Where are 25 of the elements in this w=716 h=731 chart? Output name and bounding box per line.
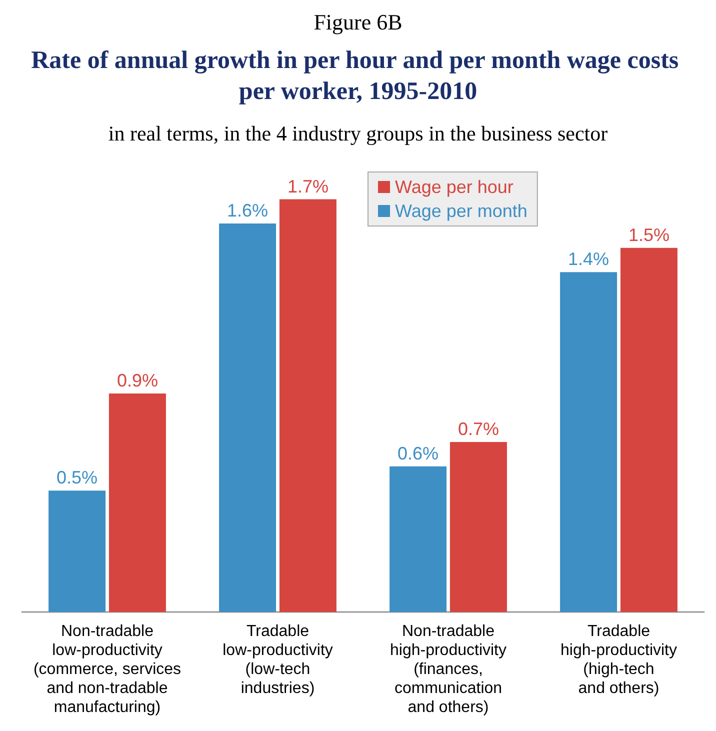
legend-label: Wage per hour (395, 177, 514, 197)
bar (450, 442, 507, 612)
legend-label: Wage per month (395, 201, 528, 221)
x-tick-label: Non-tradable low-productivity (commerce, services and non-tradable manufacturing) (33, 623, 182, 716)
bar (219, 224, 276, 612)
data-label: 1.4% (568, 249, 610, 270)
data-label: 1.5% (628, 224, 670, 245)
bar (620, 248, 678, 612)
bar (108, 394, 166, 612)
data-label: 0.6% (398, 443, 439, 464)
data-label: 0.5% (56, 468, 98, 488)
bar (279, 199, 336, 612)
x-tick-label: Tradable high-productivity (high-tech and others) (560, 623, 677, 697)
bar (48, 490, 106, 612)
chart-title: Rate of annual growth in per hour and per month wage costs per worker, 1995-2010 (31, 47, 685, 105)
x-tick-label: Tradable low-productivity (low-tech industries) (222, 623, 333, 697)
chart-subtitle: in real terms, in the 4 industry groups in the business sector (108, 122, 608, 146)
data-label: 0.9% (116, 370, 158, 390)
bar (560, 272, 618, 612)
caption: Figure 6B (314, 10, 402, 34)
data-label: 1.7% (287, 176, 328, 196)
data-label: 1.6% (227, 200, 268, 221)
bar (390, 466, 447, 612)
data-label: 0.7% (458, 419, 499, 440)
x-tick-label: Non-tradable high-productivity (finances, communication and others) (390, 623, 506, 716)
